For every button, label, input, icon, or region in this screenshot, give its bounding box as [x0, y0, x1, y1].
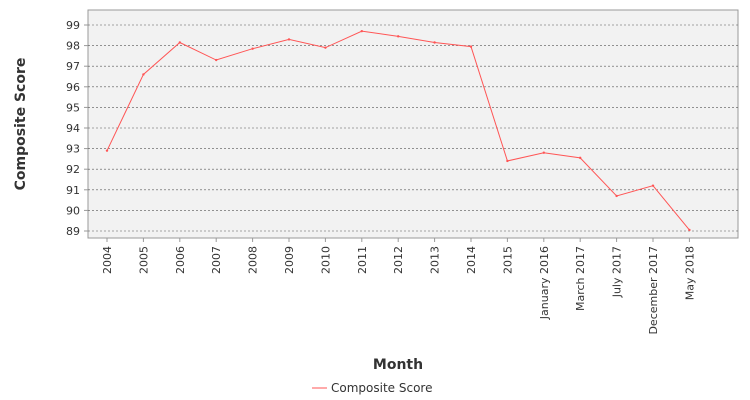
plot-area — [87, 9, 739, 239]
x-tick-label: 2006 — [174, 246, 187, 274]
x-tick-label: 2007 — [210, 246, 223, 274]
y-tick-label: 89 — [66, 225, 80, 238]
data-point — [397, 35, 400, 38]
gridlines — [88, 24, 738, 232]
x-tick-label: July 2017 — [611, 246, 624, 298]
data-point — [287, 38, 291, 41]
x-axis-ticks: 2004 2005 2006 2007 2008 2009 2010 2011 2012 2013… — [101, 238, 696, 335]
x-tick-label: 2014 — [465, 246, 478, 274]
y-tick-label: 96 — [66, 81, 80, 94]
data-point — [542, 151, 545, 154]
data-point — [469, 45, 473, 48]
y-axis-ticks: 89 90 91 92 93 94 95 96 97 98 99 — [66, 19, 88, 238]
series-layer — [105, 29, 691, 232]
legend: Composite Score — [312, 381, 432, 395]
data-point — [142, 73, 145, 76]
x-tick-label: 2012 — [392, 246, 405, 274]
data-point — [433, 41, 436, 44]
x-tick-label: March 2017 — [574, 246, 587, 311]
y-tick-label: 93 — [66, 143, 80, 156]
y-tick-label: 95 — [66, 101, 80, 114]
x-tick-label: 2010 — [319, 246, 332, 274]
data-point — [215, 58, 218, 62]
x-tick-label: 2015 — [501, 246, 514, 274]
x-tick-label: January 2016 — [538, 246, 551, 320]
data-point — [178, 41, 181, 44]
x-tick-label: 2005 — [137, 246, 150, 274]
x-tick-label: 2011 — [356, 246, 369, 274]
x-tick-label: December 2017 — [647, 246, 660, 335]
y-tick-label: 92 — [66, 163, 80, 176]
x-tick-label: 2009 — [283, 246, 296, 274]
x-axis-title: Month — [373, 357, 423, 373]
data-point — [251, 47, 254, 50]
x-tick-label: May 2018 — [683, 246, 696, 300]
data-point — [651, 184, 655, 187]
data-point — [324, 46, 327, 49]
data-point — [506, 159, 509, 163]
y-tick-label: 91 — [66, 184, 80, 197]
y-tick-label: 97 — [66, 60, 80, 73]
y-tick-label: 94 — [66, 122, 80, 135]
data-point — [105, 149, 109, 152]
data-point — [360, 29, 363, 33]
x-tick-label: 2004 — [101, 246, 114, 274]
x-tick-label: 2008 — [247, 246, 260, 274]
y-axis-title: Composite Score — [13, 58, 29, 191]
y-tick-label: 99 — [66, 19, 80, 32]
legend-label: Composite Score — [331, 381, 432, 395]
x-tick-label: 2013 — [429, 246, 442, 274]
data-point — [615, 194, 618, 198]
y-tick-label: 98 — [66, 40, 80, 53]
data-point — [688, 228, 691, 232]
data-point — [579, 156, 582, 160]
y-tick-label: 90 — [66, 204, 80, 217]
